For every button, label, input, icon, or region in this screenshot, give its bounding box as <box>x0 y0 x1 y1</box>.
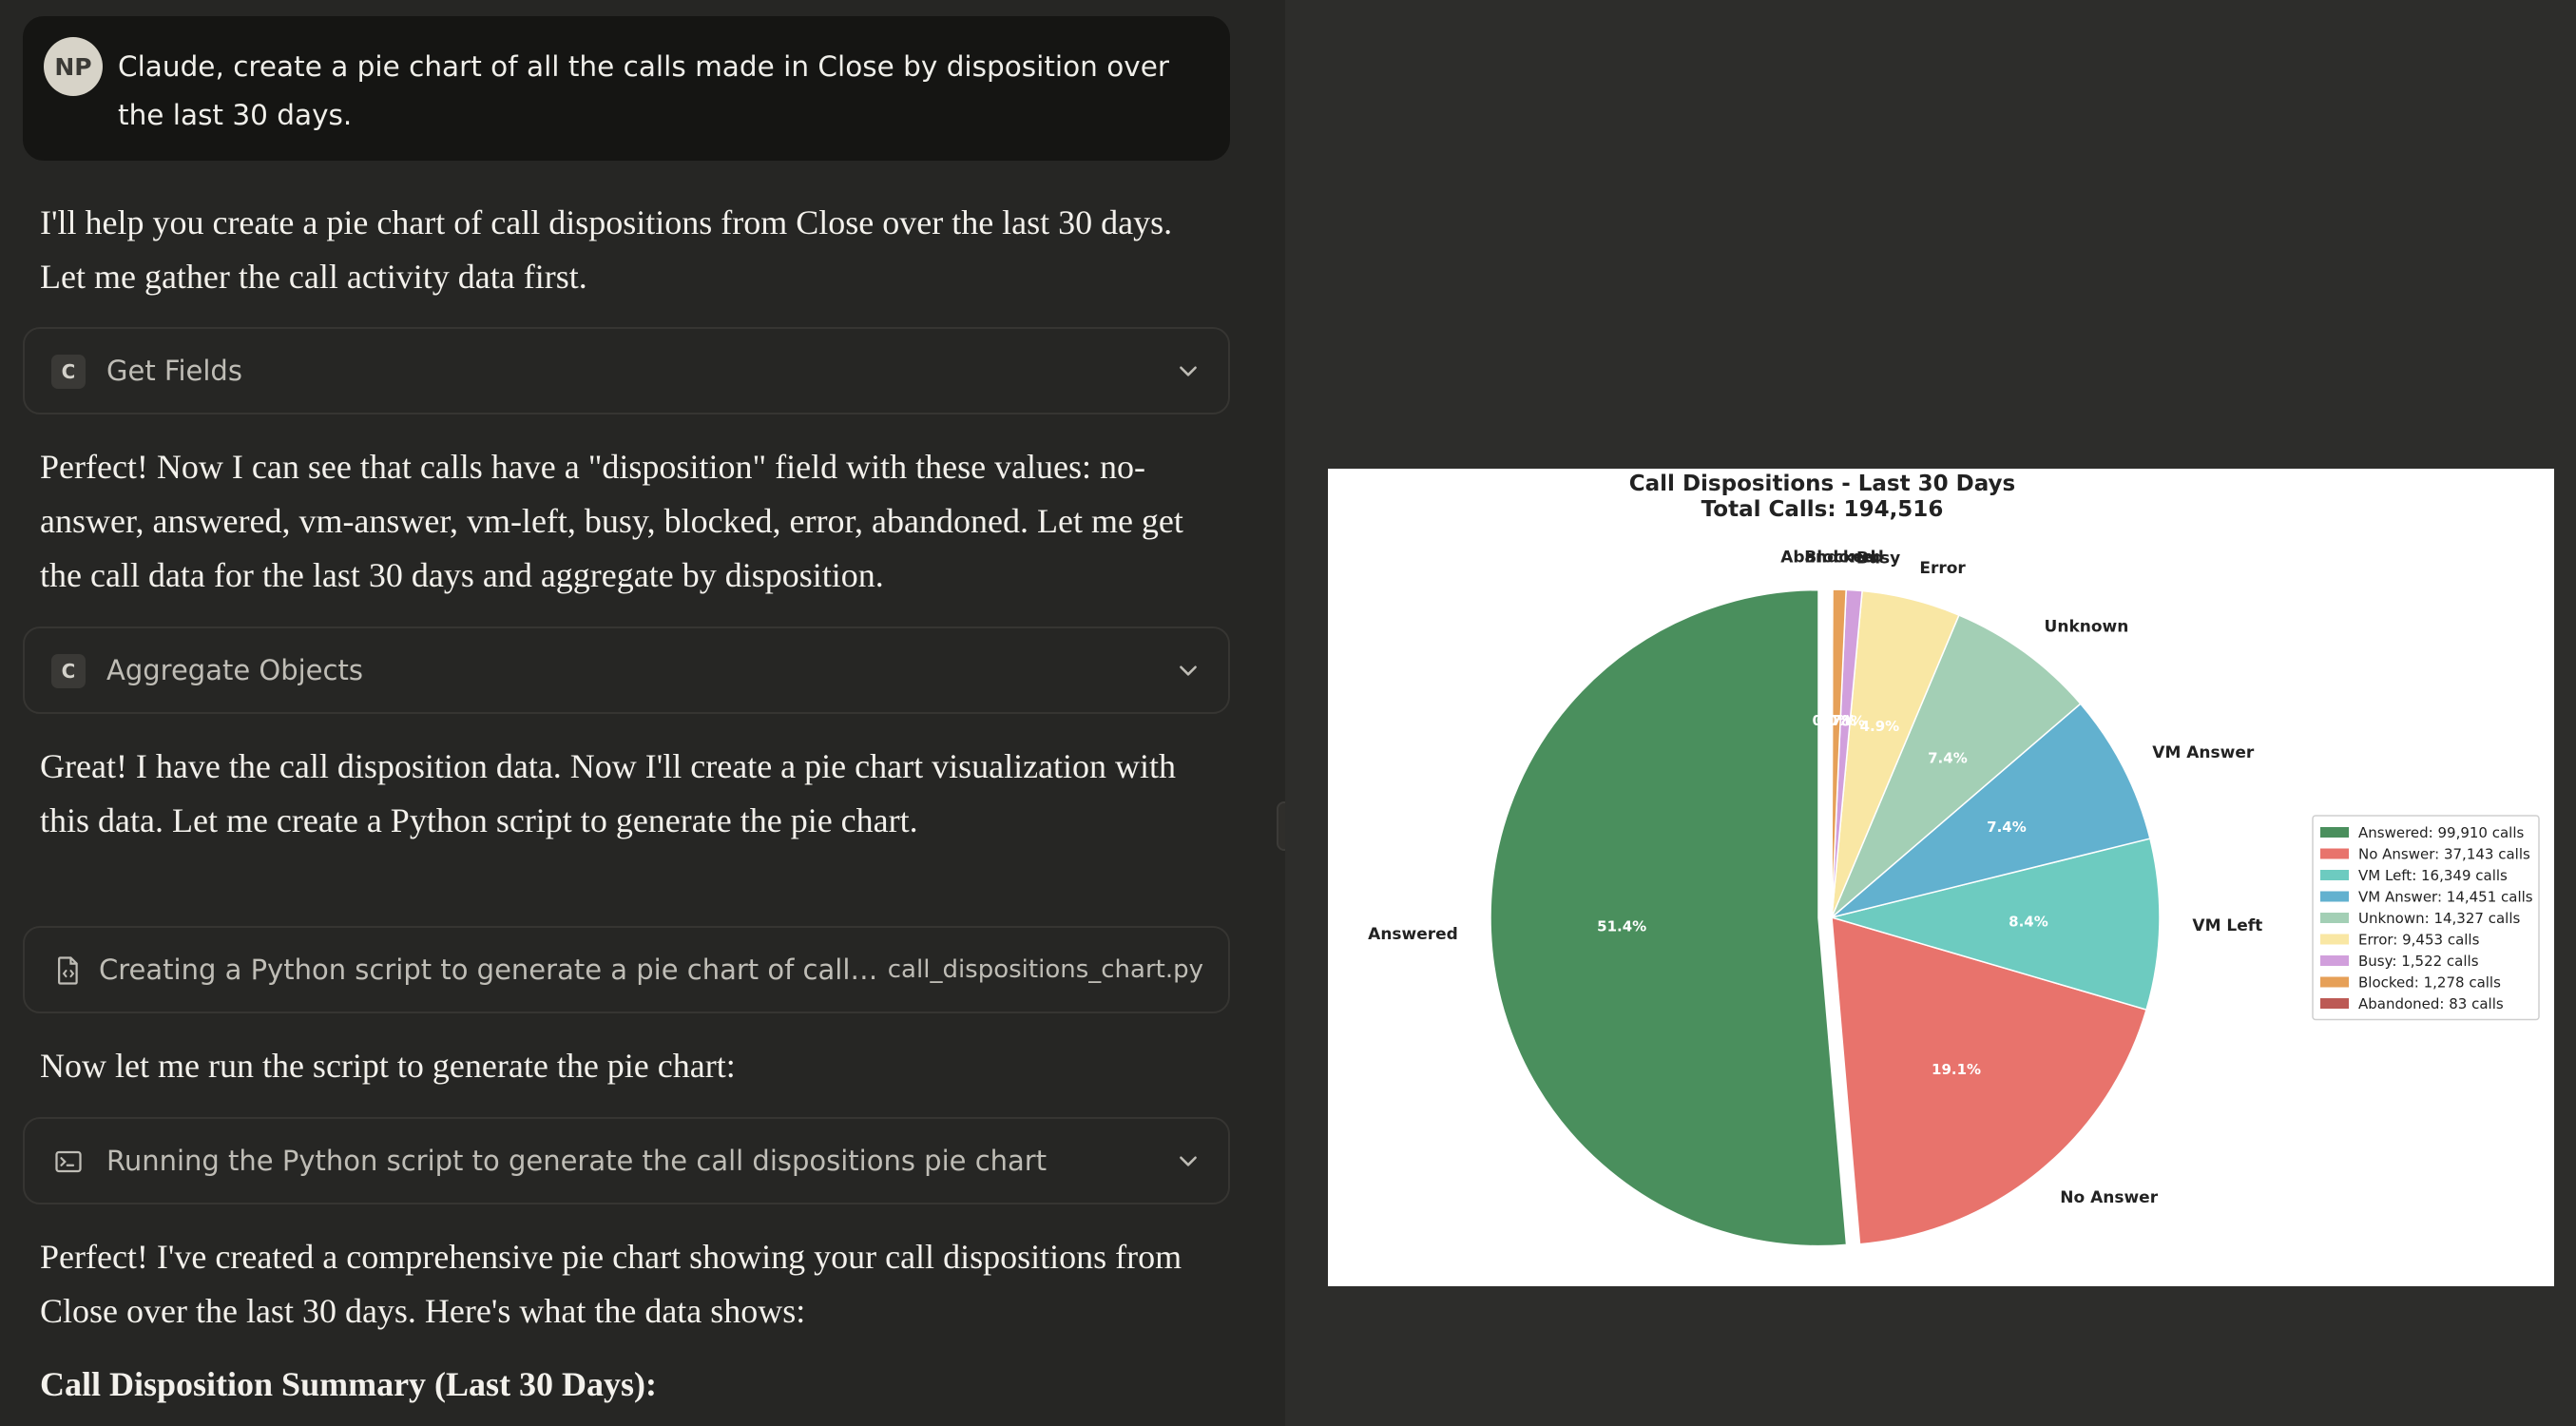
pie-category-label: VM Left <box>2192 916 2262 935</box>
legend-swatch <box>2320 870 2349 880</box>
legend-entry: Busy: 1,522 calls <box>2358 953 2479 970</box>
legend-swatch <box>2320 848 2349 859</box>
pie-category-label: VM Answer <box>2152 743 2255 762</box>
user-message: NP Claude, create a pie chart of all the… <box>23 16 1230 161</box>
pie-slice-vm-left <box>1829 838 2161 1012</box>
pie-category-label: Answered <box>1368 925 1458 944</box>
file-code-icon <box>51 954 86 988</box>
chevron-down-icon[interactable] <box>1171 1144 1205 1178</box>
assistant-done-text: Perfect! I've created a comprehensive pi… <box>40 1238 1182 1330</box>
legend-swatch <box>2320 913 2349 923</box>
legend-swatch <box>2320 955 2349 966</box>
user-message-text: Claude, create a pie chart of all the ca… <box>118 50 1170 131</box>
legend-entry: Abandoned: 83 calls <box>2358 995 2504 1012</box>
pie-pct-label: 7.4% <box>1928 750 1968 767</box>
assistant-run-text: Now let me run the script to generate th… <box>40 1047 736 1085</box>
pie-category-label: Error <box>1919 559 1966 578</box>
pie-slice-answered <box>1490 588 1848 1247</box>
assistant-intro: I'll help you create a pie chart of call… <box>40 203 1173 296</box>
summary-heading: Call Disposition Summary (Last 30 Days): <box>40 1365 658 1403</box>
legend-swatch <box>2320 976 2349 988</box>
pie-slice-vm-answer <box>1831 703 2151 918</box>
pie-pct-label: 7.4% <box>1987 819 2027 836</box>
tool-call-get-fields[interactable]: C Get Fields <box>23 327 1230 414</box>
legend-entry: Blocked: 1,278 calls <box>2358 974 2501 992</box>
tool-call-label: Creating a Python script to generate a p… <box>99 954 878 986</box>
pie-category-label: Unknown <box>2045 617 2129 636</box>
tool-call-aggregate-objects[interactable]: C Aggregate Objects <box>23 626 1230 714</box>
pie-category-label: Blocked <box>1804 549 1875 568</box>
tool-call-label: Aggregate Objects <box>106 654 363 686</box>
connector-badge: C <box>51 355 86 389</box>
chevron-down-icon[interactable] <box>1171 653 1205 687</box>
terminal-icon <box>51 1145 86 1179</box>
chevron-down-icon[interactable] <box>1171 354 1205 388</box>
legend-entry: No Answer: 37,143 calls <box>2358 846 2530 863</box>
tool-call-create-file[interactable]: Creating a Python script to generate a p… <box>23 926 1230 1013</box>
pie-pct-label: 0.0% <box>1812 712 1852 729</box>
chart-subtitle: Total Calls: 194,516 <box>1701 497 1944 522</box>
legend-box <box>2312 815 2540 1021</box>
legend-swatch <box>2320 891 2349 902</box>
pie-pct-label: 4.9% <box>1860 718 1900 735</box>
legend-entry: Error: 9,453 calls <box>2358 932 2480 949</box>
legend-swatch <box>2320 934 2349 945</box>
tool-call-label: Running the Python script to generate th… <box>106 1145 1048 1177</box>
chat-transcript: NP Claude, create a pie chart of all the… <box>0 0 1285 1426</box>
legend-entry: VM Answer: 14,451 calls <box>2358 889 2533 906</box>
pie-pct-label: 19.1% <box>1932 1061 1981 1078</box>
pie-slice-unknown <box>1831 614 2082 918</box>
pie-pct-label: 0.7% <box>1817 712 1856 729</box>
pie-category-label: No Answer <box>2060 1188 2158 1207</box>
legend-entry: Answered: 99,910 calls <box>2358 824 2525 841</box>
pie-slice-no-answer <box>1831 915 2147 1245</box>
tool-call-label: Get Fields <box>106 355 242 387</box>
assistant-fields-text: Perfect! Now I can see that calls have a… <box>40 448 1183 594</box>
legend-entry: Unknown: 14,327 calls <box>2358 910 2520 927</box>
pie-category-label: Busy <box>1856 549 1900 568</box>
pie-slice-abandoned <box>1831 588 1834 918</box>
connector-badge: C <box>51 654 86 688</box>
pie-pct-label: 51.4% <box>1597 917 1646 935</box>
legend-swatch <box>2320 998 2349 1009</box>
tool-call-run-script[interactable]: Running the Python script to generate th… <box>23 1117 1230 1204</box>
assistant-script-text: Great! I have the call disposition data.… <box>40 747 1177 839</box>
pie-pct-label: 8.4% <box>2009 913 2048 930</box>
legend-entry: VM Left: 16,349 calls <box>2358 867 2508 884</box>
chart-figure: Call Dispositions - Last 30 Days Total Ca… <box>1328 469 2554 1286</box>
avatar: NP <box>44 37 103 96</box>
legend-swatch <box>2320 827 2349 838</box>
chart-title: Call Dispositions - Last 30 Days <box>1629 472 2015 496</box>
artifact-filename[interactable]: call_dispositions_chart.py <box>887 955 1203 984</box>
pie-category-label: Abandoned <box>1780 549 1884 568</box>
artifact-panel: Call Dispositions - Last 30 Days Total Ca… <box>1285 0 2576 1426</box>
